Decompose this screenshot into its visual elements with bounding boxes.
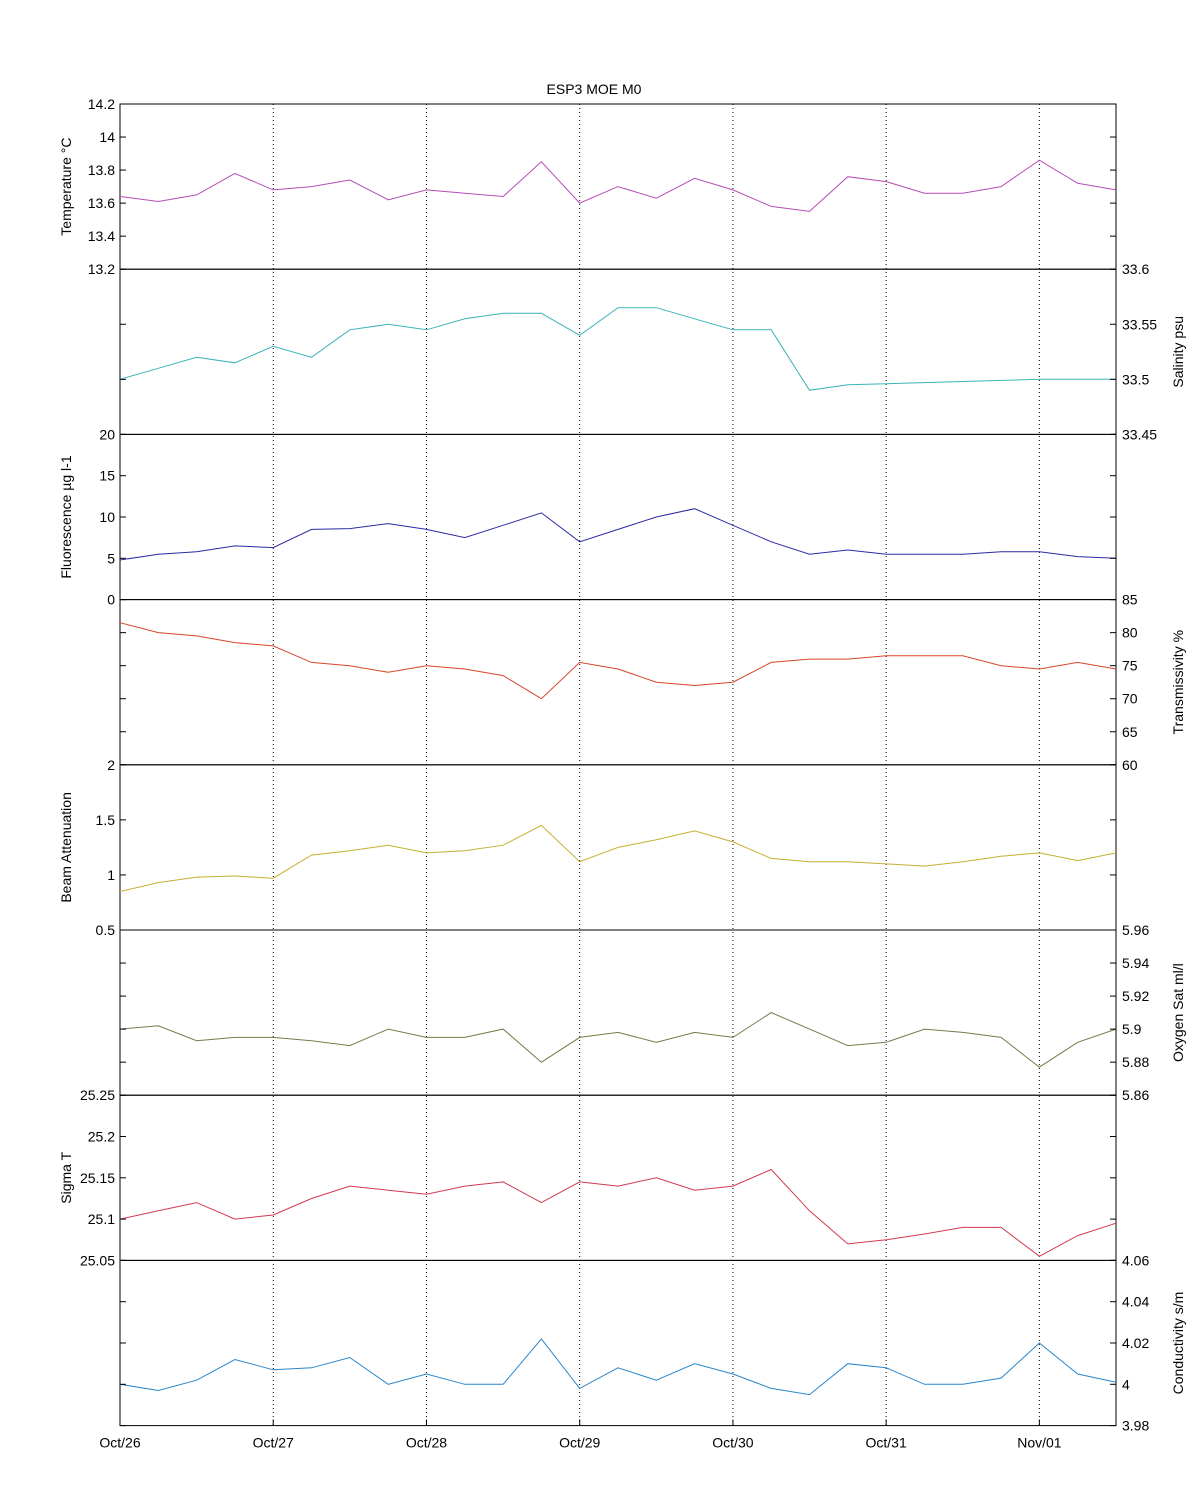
y-tick-label: 80 [1122, 625, 1138, 641]
panel-4: 60 65 70 75 80 85 Transmissivity % [119, 592, 1186, 773]
x-tick-label: Oct/26 [99, 1435, 140, 1451]
y-axis-label: Oxygen Sat ml/l [1170, 963, 1186, 1062]
panel-frame [119, 1259, 1117, 1427]
y-tick-label: 14.2 [88, 96, 115, 112]
x-tick-label: Oct/28 [406, 1435, 447, 1451]
y-tick-label: 13.2 [88, 261, 115, 277]
series-line [119, 1012, 1117, 1068]
panel-frame [119, 1094, 1117, 1261]
panel-8: 3.98 4 4.02 4.04 4.06 Conductivity s/m [119, 1252, 1186, 1434]
series-line [119, 508, 1117, 561]
x-tick-label: Oct/29 [559, 1435, 600, 1451]
y-tick-label: 60 [1122, 757, 1138, 773]
y-tick-label: 25.25 [80, 1087, 115, 1103]
panel-7: 25.05 25.1 25.15 25.2 25.25 Sigma T [58, 1087, 1117, 1268]
y-axis-label: Beam Attenuation [58, 792, 74, 903]
panel-2: 33.45 33.5 33.55 33.6 Salinity psu [119, 261, 1186, 442]
y-tick-label: 14 [99, 129, 115, 145]
y-tick-label: 5.96 [1122, 922, 1149, 938]
series-line [119, 1168, 1117, 1257]
y-tick-label: 13.8 [88, 162, 115, 178]
y-tick-label: 5.88 [1122, 1054, 1149, 1070]
y-tick-label: 4 [1122, 1376, 1130, 1392]
y-tick-label: 4.02 [1122, 1335, 1149, 1351]
y-tick-label: 4.06 [1122, 1252, 1149, 1268]
series-line [119, 1338, 1117, 1396]
y-tick-label: 13.6 [88, 195, 115, 211]
x-tick-label: Oct/27 [253, 1435, 294, 1451]
y-tick-label: 25.1 [88, 1211, 115, 1227]
series-line [119, 824, 1117, 892]
y-tick-label: 25.15 [80, 1170, 115, 1186]
y-axis-label: Temperature °C [58, 137, 74, 235]
y-tick-label: 3.98 [1122, 1418, 1149, 1434]
x-tick-label: Nov/01 [1017, 1435, 1062, 1451]
y-tick-label: 1 [107, 867, 115, 883]
panel-frame [119, 268, 1117, 435]
x-tick-label: Oct/31 [866, 1435, 907, 1451]
panel-frame [119, 433, 1117, 601]
y-tick-label: 33.45 [1122, 426, 1157, 442]
y-tick-label: 65 [1122, 724, 1138, 740]
series-line [119, 159, 1117, 212]
panel-3: 0 5 10 15 20 Fluorescence µg l-1 [58, 426, 1117, 608]
y-axis-label: Fluorescence µg l-1 [58, 455, 74, 578]
series-line [119, 307, 1116, 391]
y-tick-label: 20 [99, 426, 115, 442]
y-tick-label: 25.05 [80, 1252, 115, 1268]
y-tick-label: 15 [99, 468, 115, 484]
y-axis-label: Transmissivity % [1170, 630, 1186, 735]
y-tick-label: 13.4 [88, 228, 115, 244]
x-tick-label: Oct/30 [712, 1435, 753, 1451]
panel-5: 0.5 1 1.5 2 Beam Attenuation [58, 757, 1117, 938]
y-axis-label: Salinity psu [1170, 316, 1186, 388]
y-tick-label: 10 [99, 509, 115, 525]
y-tick-label: 70 [1122, 691, 1138, 707]
y-tick-label: 1.5 [96, 812, 116, 828]
y-tick-label: 33.6 [1122, 261, 1149, 277]
panel-6: 5.86 5.88 5.9 5.92 5.94 5.96 Oxygen Sat ml/l [119, 922, 1186, 1103]
y-axis-label: Conductivity s/m [1170, 1292, 1186, 1395]
y-tick-label: 5.86 [1122, 1087, 1149, 1103]
y-tick-label: 5.92 [1122, 988, 1149, 1004]
panel-1: 13.2 13.4 13.6 13.8 14 14.2 Temperature °C [58, 96, 1117, 277]
panel-frame [119, 929, 1117, 1096]
y-tick-label: 2 [107, 757, 115, 773]
y-tick-label: 5.9 [1122, 1021, 1142, 1037]
y-tick-label: 0 [107, 592, 115, 608]
y-tick-label: 25.2 [88, 1129, 115, 1145]
y-tick-label: 33.5 [1122, 371, 1149, 387]
panel-frame [119, 599, 1117, 766]
series-line [119, 622, 1117, 700]
y-tick-label: 4.04 [1122, 1294, 1149, 1310]
chart-title: ESP3 MOE M0 [547, 81, 642, 97]
y-tick-label: 33.55 [1122, 316, 1157, 332]
y-axis-label: Sigma T [58, 1151, 74, 1203]
y-tick-label: 85 [1122, 592, 1138, 608]
y-tick-label: 0.5 [96, 922, 116, 938]
y-tick-label: 5 [107, 550, 115, 566]
y-tick-label: 5.94 [1122, 955, 1149, 971]
y-tick-label: 75 [1122, 658, 1138, 674]
